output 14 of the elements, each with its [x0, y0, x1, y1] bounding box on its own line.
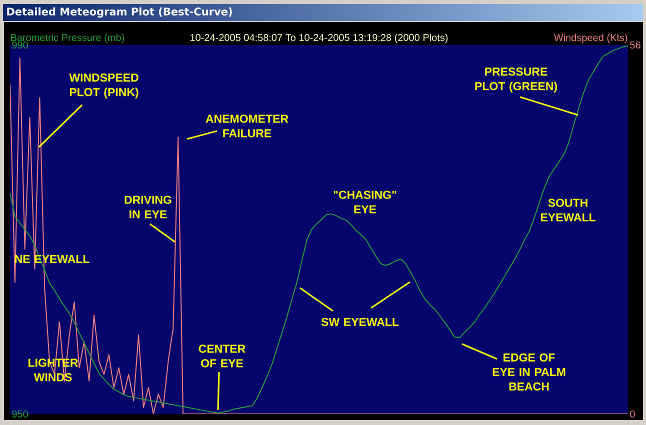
- annotation: ANEMOMETER FAILURE: [206, 114, 288, 138]
- annotation: "CHASING" EYE: [334, 190, 396, 214]
- annotation: PRESSURE PLOT (GREEN): [475, 68, 557, 92]
- annotation: SOUTH EYEWALL: [540, 198, 596, 222]
- annotation: EDGE OF EYE IN PALM BEACH: [492, 353, 566, 391]
- annotation: WINDSPEED PLOT (PINK): [69, 74, 138, 98]
- annotation: SW EYEWALL: [321, 318, 399, 326]
- y2-axis-title: Windspeed (Kts): [554, 34, 628, 44]
- annotation: CENTER OF EYE: [198, 344, 246, 368]
- chart-title: Detailed Meteogram Plot (Best-Curve): [7, 7, 232, 18]
- y2-tick-label: 56: [630, 41, 640, 49]
- chart-subtitle: 10-24-2005 04:58:07 To 10-24-2005 13:19:28 (2000 Plots): [190, 34, 448, 44]
- y2-tick-label: 0: [630, 410, 635, 418]
- annotation: DRIVING IN EYE: [124, 196, 172, 218]
